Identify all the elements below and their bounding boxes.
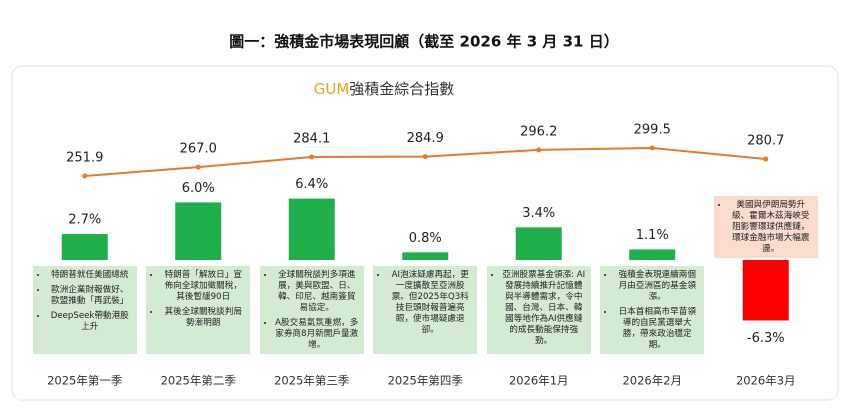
bar	[402, 252, 449, 260]
bar	[515, 227, 562, 260]
bar	[629, 249, 676, 260]
bar	[175, 202, 222, 260]
annotation-list: 全球關稅談判多項進展，美與歐盟、日、韓、印尼、越南簽貿易協定。 A股交易氣氛重燃，…	[265, 270, 359, 351]
bar	[61, 234, 108, 260]
annotation-box: 強積金表現連續兩個月由亞洲區的基金領漲。日本首相高市早苗領導的自民黨選舉大勝，帶…	[600, 266, 705, 354]
annotation-item: 特朗普就任美國總統	[48, 270, 132, 281]
annotation-item: A股交易氣氛重燃，多家券商8月新開戶量激增。	[275, 318, 359, 351]
line-value-label: 284.1	[293, 132, 330, 147]
bar-value-label: 6.4%	[295, 177, 328, 192]
bar-value-label: 6.0%	[182, 181, 215, 196]
x-tick-label: 2026年1月	[509, 374, 569, 388]
annotation-box: 全球關稅談判多項進展，美與歐盟、日、韓、印尼、越南簽貿易協定。 A股交易氣氛重燃，…	[259, 266, 364, 354]
index-point	[309, 154, 315, 160]
line-value-label: 296.2	[520, 124, 557, 139]
x-tick-label: 2025年第二季	[161, 374, 237, 388]
line-value-label: 251.9	[66, 150, 103, 165]
annotation-item: 美國與伊朗局勢升級、霍爾木茲海峽受阻影響環球供應鏈，環球金融市場大幅震盪。	[729, 200, 813, 255]
bar	[288, 198, 335, 260]
annotation-box: 特朗普「解放日」宣佈向全球加徵關稅，其後暫緩90日其後全球關稅談判局勢漸明朗	[146, 266, 251, 354]
annotation-item: AI泡沫疑慮再起，更一度擴散至亞洲股票。但2025年Q3科技巨頭財報普遍亮眼，使…	[388, 270, 472, 336]
index-point	[422, 154, 428, 160]
line-value-label: 299.5	[634, 122, 671, 137]
line-value-label: 267.0	[180, 142, 217, 157]
annotation-item: 強積金表現連續兩個月由亞洲區的基金領漲。	[615, 270, 699, 303]
annotation-list: 特朗普「解放日」宣佈向全球加徵關稅，其後暫緩90日其後全球關稅談判局勢漸明朗	[151, 270, 245, 329]
bar-value-label: -6.3%	[747, 331, 785, 346]
annotation-list: AI泡沫疑慮再起，更一度擴散至亞洲股票。但2025年Q3科技巨頭財報普遍亮眼，使…	[378, 270, 472, 336]
bar-value-label: 0.8%	[409, 231, 442, 246]
annotation-box: 特朗普就任美國總統歐洲企業財報做好、歐盟推動「再武裝」 DeepSeek帶動港股上…	[32, 266, 137, 354]
index-point	[82, 173, 88, 179]
annotation-box: AI泡沫疑慮再起，更一度擴散至亞洲股票。但2025年Q3科技巨頭財報普遍亮眼，使…	[373, 266, 478, 354]
annotation-list: 亞洲股票基金領漲: AI發展持續推升記憶體與半導體需求，令中國、台灣、日本、韓國…	[492, 270, 586, 347]
x-tick-label: 2025年第四季	[388, 374, 464, 388]
annotation-list: 美國與伊朗局勢升級、霍爾木茲海峽受阻影響環球供應鏈，環球金融市場大幅震盪。	[719, 200, 813, 255]
bar-value-label: 3.4%	[522, 206, 555, 221]
annotation-item: 其後全球關稅談判局勢漸明朗	[161, 307, 245, 329]
annotation-box: 美國與伊朗局勢升級、霍爾木茲海峽受阻影響環球供應鏈，環球金融市場大幅震盪。	[713, 196, 818, 258]
line-value-label: 284.9	[407, 131, 444, 146]
annotation-item: 全球關稅談判多項進展，美與歐盟、日、韓、印尼、越南簽貿易協定。	[275, 270, 359, 314]
chart-title: GUM強積金綜合指數	[314, 80, 455, 98]
line-value-label: 280.7	[747, 134, 784, 149]
annotation-item: 歐洲企業財報做好、歐盟推動「再武裝」	[48, 285, 132, 307]
bar-value-label: 1.1%	[636, 228, 669, 243]
index-point	[649, 145, 655, 151]
annotation-list: 特朗普就任美國總統歐洲企業財報做好、歐盟推動「再武裝」 DeepSeek帶動港股上…	[38, 270, 132, 333]
title-part: GUM	[314, 80, 350, 98]
bar	[742, 260, 789, 321]
index-point	[536, 147, 542, 153]
x-tick-label: 2025年第一季	[47, 374, 123, 388]
annotation-item: 特朗普「解放日」宣佈向全球加徵關稅，其後暫緩90日	[161, 270, 245, 303]
x-tick-label: 2025年第三季	[274, 374, 350, 388]
annotation-item: 亞洲股票基金領漲: AI發展持續推升記憶體與半導體需求，令中國、台灣、日本、韓國…	[502, 270, 586, 347]
x-tick-label: 2026年3月	[736, 374, 796, 388]
bar-value-label: 2.7%	[68, 213, 101, 228]
index-point	[195, 164, 201, 170]
annotation-item: 日本首相高市早苗領導的自民黨選舉大勝，帶來政治穩定期。	[615, 307, 699, 351]
annotation-item: DeepSeek帶動港股上升	[48, 311, 132, 333]
title-part: 強積金綜合指數	[349, 80, 454, 98]
heading: 圖一：強積金市場表現回顧（截至 2026 年 3 月 31 日）	[229, 33, 618, 51]
index-point	[763, 156, 769, 162]
annotation-box: 亞洲股票基金領漲: AI發展持續推升記憶體與半導體需求，令中國、台灣、日本、韓國…	[486, 266, 591, 354]
annotation-list: 強積金表現連續兩個月由亞洲區的基金領漲。日本首相高市早苗領導的自民黨選舉大勝，帶…	[605, 270, 699, 351]
x-tick-label: 2026年2月	[622, 374, 682, 388]
